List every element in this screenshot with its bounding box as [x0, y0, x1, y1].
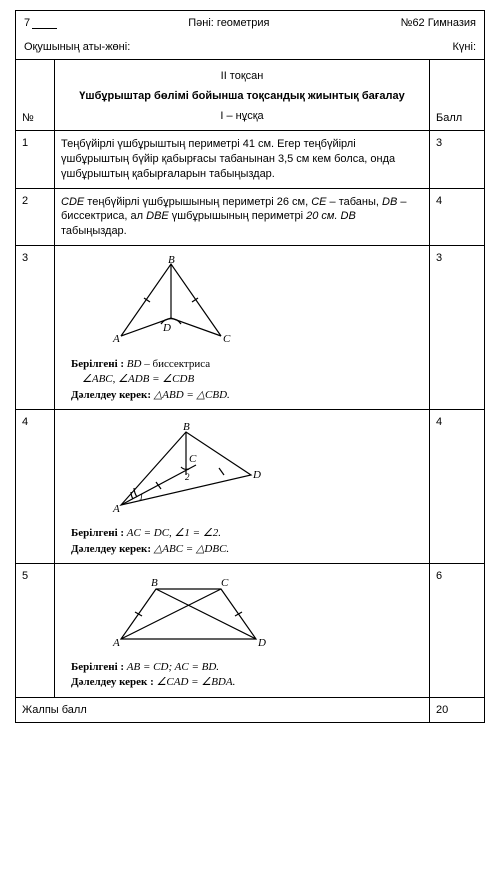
total-label: Жалпы балл	[16, 697, 430, 722]
task-score: 3	[430, 131, 485, 189]
task-cell: Теңбүйірлі үшбұрыштың периметрі 41 см. Е…	[55, 131, 430, 189]
task-score: 4	[430, 188, 485, 246]
svg-text:D: D	[252, 469, 261, 481]
school-label: №62 Гимназия	[401, 17, 476, 29]
svg-text:A: A	[112, 503, 120, 515]
task-score: 4	[430, 410, 485, 564]
document-header: 7 Пәні: геометрия №62 Гимназия Оқушының …	[15, 10, 485, 59]
svg-text:C: C	[189, 453, 197, 465]
task4-given: Берілгені : AC = DC, ∠1 = ∠2. Дәлелдеу к…	[71, 526, 423, 557]
task5-given: Берілгені : AB = CD; AC = BD. Дәлелдеу к…	[71, 660, 423, 691]
task-score: 3	[430, 246, 485, 410]
task-cell: B A C D Берілгені : BD – биссектриса ∠AB…	[55, 246, 430, 410]
svg-text:B: B	[183, 421, 190, 433]
svg-text:A: A	[112, 333, 120, 345]
variant-title: I – нұсқа	[61, 110, 423, 122]
total-row: Жалпы балл 20	[16, 697, 485, 722]
task-number: 5	[16, 564, 55, 698]
subject-label: Пәні: геометрия	[188, 17, 269, 29]
total-value: 20	[430, 697, 485, 722]
svg-text:D: D	[257, 637, 266, 649]
task-score: 6	[430, 564, 485, 698]
table-row: 1 Теңбүйірлі үшбұрыштың периметрі 41 см.…	[16, 131, 485, 189]
col-header-score: Балл	[430, 60, 485, 131]
tasks-table: № II тоқсан Үшбұрыштар бөлімі бойынша то…	[15, 59, 485, 723]
task-text: Теңбүйірлі үшбұрыштың периметрі 41 см. Е…	[61, 137, 423, 182]
grade-prefix: 7	[24, 17, 30, 29]
table-row: 4	[16, 410, 485, 564]
svg-text:B: B	[168, 256, 175, 266]
col-header-num: №	[16, 60, 55, 131]
task3-given: Берілгені : BD – биссектриса ∠ABC, ∠ADB …	[71, 357, 423, 403]
title-cell: II тоқсан Үшбұрыштар бөлімі бойынша тоқс…	[55, 60, 430, 131]
student-name-label: Оқушының аты-жөні:	[24, 41, 130, 53]
svg-text:C: C	[223, 333, 231, 345]
task-cell: CDE теңбүйірлі үшбұрышының периметрі 26 …	[55, 188, 430, 246]
table-row: 2 CDE теңбүйірлі үшбұрышының периметрі 2…	[16, 188, 485, 246]
task-cell: B C A D Берілгені : AB = CD; AC = BD. Дә…	[55, 564, 430, 698]
task-number: 3	[16, 246, 55, 410]
figure-3: B A C D	[101, 256, 423, 351]
task-cell: B A D C 2 1 Берілгені : AC = DC, ∠1 = ∠2…	[55, 410, 430, 564]
task-number: 4	[16, 410, 55, 564]
svg-text:1: 1	[139, 492, 144, 502]
task-number: 2	[16, 188, 55, 246]
task-text: CDE теңбүйірлі үшбұрышының периметрі 26 …	[61, 195, 423, 240]
svg-text:2: 2	[185, 472, 190, 482]
figure-5: B C A D	[101, 574, 423, 654]
date-label: Күні:	[453, 41, 476, 53]
table-row: 5	[16, 564, 485, 698]
svg-text:B: B	[151, 577, 158, 589]
svg-text:C: C	[221, 577, 229, 589]
figure-4: B A D C 2 1	[101, 420, 423, 520]
grade-field: 7	[24, 17, 57, 29]
svg-text:A: A	[112, 637, 120, 649]
topic-title: Үшбұрыштар бөлімі бойынша тоқсандық жиын…	[61, 90, 423, 102]
task-number: 1	[16, 131, 55, 189]
svg-text:D: D	[162, 322, 171, 334]
quarter-title: II тоқсан	[61, 70, 423, 82]
table-row: 3	[16, 246, 485, 410]
